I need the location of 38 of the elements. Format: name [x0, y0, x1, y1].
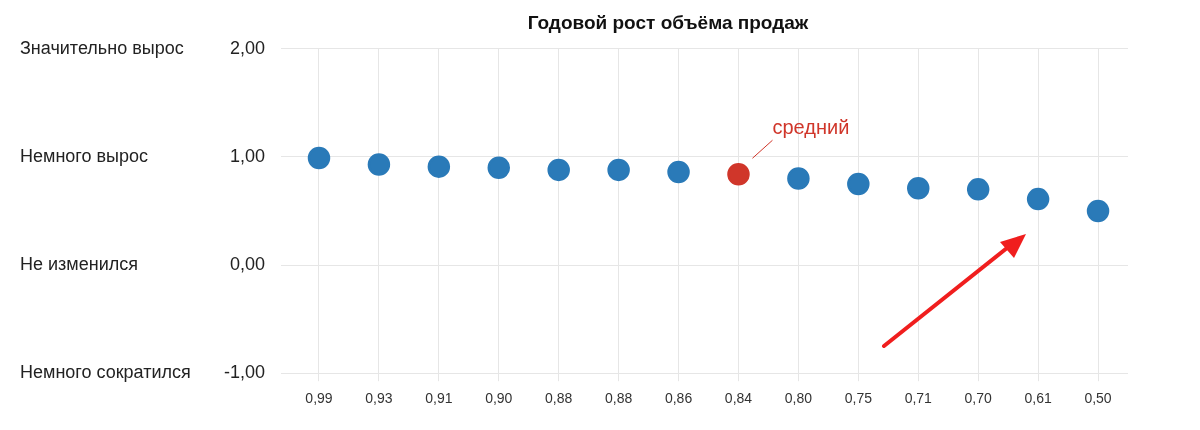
text: Немного сократился [20, 362, 191, 383]
point [1086, 199, 1110, 223]
x-tick-label: 0,80 [784, 390, 813, 407]
y-tick-label: -1,00 [224, 362, 266, 383]
x-tick-label: 0,71 [904, 390, 933, 407]
x-tick-label: 0,86 [664, 390, 693, 407]
point [727, 162, 750, 186]
point [607, 158, 630, 182]
point [367, 153, 391, 176]
text: Значительно вырос [20, 37, 184, 58]
x-tick-label: 0,88 [545, 390, 573, 407]
y-tick-label: 1,00 [229, 145, 266, 166]
point [847, 172, 870, 196]
x-tick-label: 0,93 [365, 390, 393, 407]
x-tick-label: 0,88 [605, 390, 633, 407]
x-tick-label: 0,84 [724, 390, 753, 407]
point [1026, 187, 1050, 211]
text: Немного вырос [20, 145, 149, 166]
text: Не изменился [20, 254, 138, 275]
point [427, 155, 451, 178]
point [547, 158, 570, 182]
x-tick-label: 0,90 [485, 390, 513, 407]
chart-title: Годовой рост объёма продаж [527, 11, 809, 33]
y-tick-label: 0,00 [229, 254, 266, 275]
point [307, 146, 331, 170]
x-tick-label: 0,91 [425, 390, 453, 407]
x-tick-label: 0,75 [844, 390, 873, 407]
annotation: средний [772, 115, 850, 138]
point [487, 156, 511, 179]
x-tick-label: 0,70 [964, 390, 993, 407]
point [787, 167, 810, 190]
point [667, 160, 690, 184]
point [966, 178, 990, 201]
x-tick-label: 0,50 [1084, 390, 1112, 407]
point [907, 177, 930, 200]
y-tick-label: 2,00 [229, 37, 266, 58]
x-tick-label: 0,99 [305, 390, 333, 407]
x-tick-label: 0,61 [1024, 390, 1052, 407]
